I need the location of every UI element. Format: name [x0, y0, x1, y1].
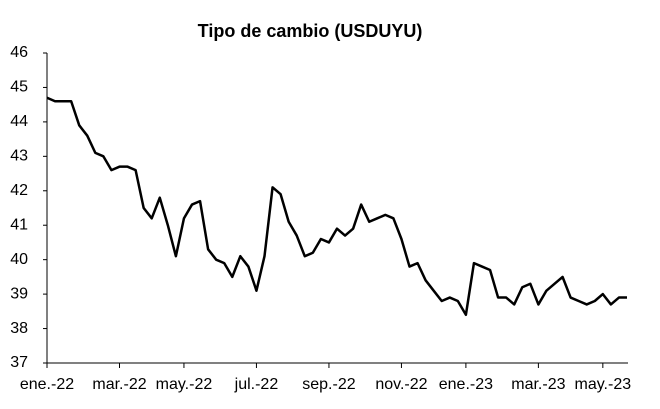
x-tick-label: jul.-22: [234, 376, 279, 393]
y-tick-label: 45: [10, 79, 28, 96]
y-tick-label: 46: [10, 44, 28, 61]
line-series: [46, 96, 627, 317]
y-tick-label: 40: [10, 251, 28, 268]
y-tick-label: 42: [10, 182, 28, 199]
y-tick-label: 41: [10, 216, 28, 233]
x-tick-label: mar.-22: [92, 376, 146, 393]
y-tick-label: 38: [10, 320, 28, 337]
y-tick-label: 43: [10, 148, 28, 165]
x-tick-label: mar.-23: [511, 376, 565, 393]
x-tick-label: may.-22: [156, 376, 213, 393]
y-tick-label: 44: [10, 113, 28, 130]
x-tick-label: sep.-22: [302, 376, 355, 393]
x-tick-label: ene.-23: [439, 376, 493, 393]
chart-title: Tipo de cambio (USDUYU): [198, 21, 423, 41]
x-tick-label: may.-23: [575, 376, 632, 393]
y-tick-label: 37: [10, 354, 28, 371]
y-tick-label: 39: [10, 285, 28, 302]
x-tick-label: nov.-22: [375, 376, 427, 393]
x-tick-label: ene.-22: [20, 376, 74, 393]
